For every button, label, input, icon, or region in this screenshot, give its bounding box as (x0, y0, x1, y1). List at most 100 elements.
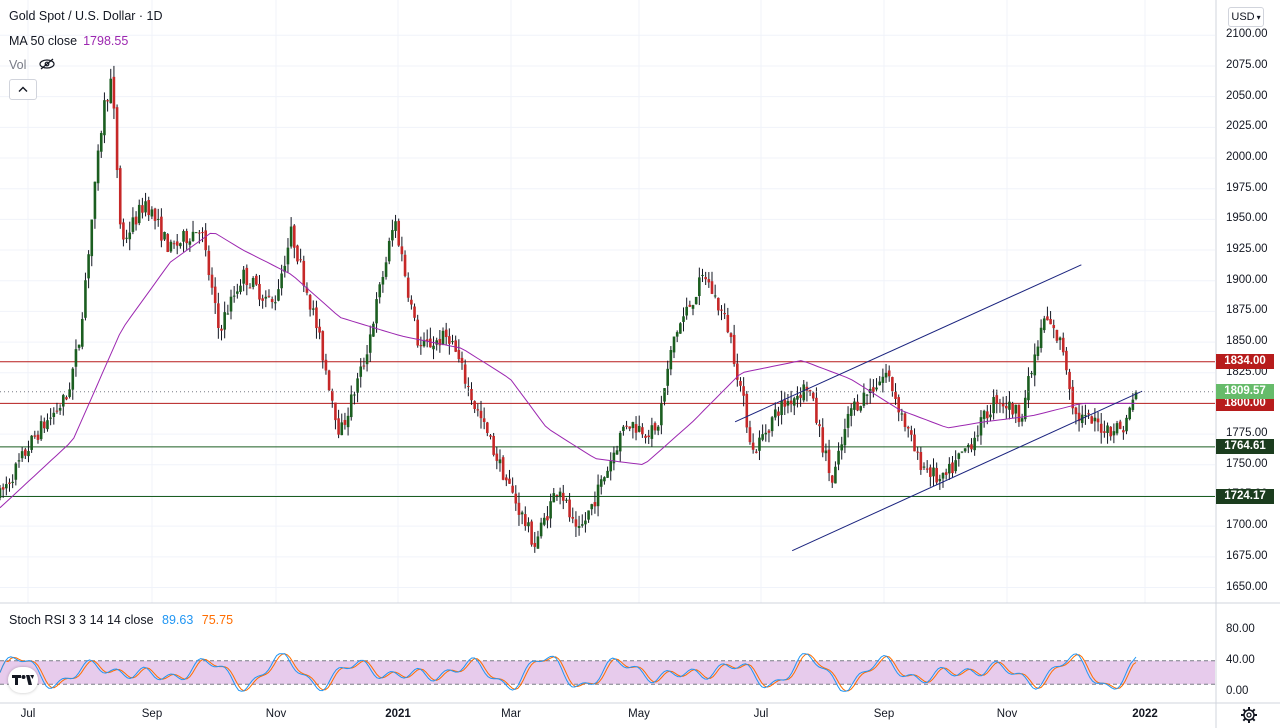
candle-body (539, 522, 543, 537)
candle (897, 394, 900, 422)
candle (299, 248, 302, 263)
candle-body (656, 426, 660, 431)
candle-body (644, 435, 647, 438)
candle-body (707, 279, 711, 283)
price-tick-label: 2100.00 (1226, 28, 1268, 41)
candle (261, 294, 264, 309)
candle (387, 237, 391, 265)
candle (508, 469, 511, 484)
candle-body (495, 453, 499, 461)
eye-hidden-icon[interactable] (38, 58, 56, 70)
symbol-title[interactable]: Gold Spot / U.S. Dollar · 1D (9, 9, 163, 23)
candle (33, 430, 37, 439)
candle (486, 421, 489, 437)
candle (213, 277, 217, 314)
vol-legend-label: Vol (9, 58, 27, 72)
candle-body (916, 451, 919, 453)
candle (663, 388, 666, 406)
stoch-legend[interactable]: Stoch RSI 3 3 14 14 close 89.63 75.75 (9, 613, 233, 627)
candle-body (425, 339, 429, 341)
candle (1128, 406, 1131, 421)
candle-body (372, 323, 375, 337)
candle-body (998, 402, 1002, 404)
candle (837, 442, 840, 471)
candle (384, 256, 388, 280)
candle (818, 419, 821, 438)
candle-body (198, 232, 201, 234)
candle (476, 403, 480, 417)
candle-body (618, 432, 622, 452)
candle-body (552, 493, 556, 503)
candle-body (1115, 423, 1119, 434)
candle (777, 406, 780, 427)
candle (742, 377, 745, 407)
candle-body (720, 309, 723, 311)
currency-selector[interactable]: USD ▾ (1228, 7, 1264, 27)
candle (786, 393, 790, 414)
collapse-legend-button[interactable] (9, 79, 37, 100)
candle (967, 443, 970, 454)
candle (207, 245, 211, 281)
candle (514, 485, 518, 511)
candle-body (527, 522, 530, 527)
price-grid (0, 0, 1215, 603)
candle-body (985, 411, 989, 419)
candle-body (944, 472, 948, 475)
candle (343, 412, 347, 430)
candle (463, 359, 467, 389)
candle (979, 410, 983, 445)
candle (296, 244, 299, 265)
candle (1033, 343, 1037, 387)
candle (340, 413, 344, 436)
candle (242, 265, 245, 292)
candle (160, 208, 163, 248)
candle-body (612, 452, 616, 464)
price-tick-label: 1650.00 (1226, 580, 1268, 593)
candle (175, 233, 179, 255)
candle-body (470, 388, 473, 401)
candle-body (1074, 407, 1078, 415)
candle-body (590, 504, 594, 510)
time-tick-label: Nov (996, 708, 1018, 720)
candle (435, 337, 438, 351)
candle-body (903, 413, 907, 427)
candle-body (248, 287, 252, 289)
candle (479, 400, 483, 429)
candle (754, 449, 758, 454)
candle-body (476, 409, 480, 411)
candle-body (571, 516, 575, 519)
candle (989, 404, 992, 422)
candle (289, 217, 293, 249)
candle-body (878, 381, 882, 386)
candle-body (1030, 373, 1033, 375)
candle-body (109, 78, 113, 104)
candle-body (824, 450, 828, 454)
vol-legend[interactable]: Vol (9, 58, 56, 72)
candle (264, 290, 268, 308)
candle (859, 405, 863, 413)
candle-body (387, 240, 391, 262)
candle (106, 98, 109, 112)
candle-body (1122, 430, 1125, 433)
candle (568, 493, 571, 522)
gear-icon[interactable] (1240, 706, 1258, 724)
ma-legend[interactable]: MA 50 close 1798.55 (9, 34, 128, 48)
tradingview-logo[interactable] (8, 667, 38, 693)
candle (61, 393, 65, 416)
candle-body (391, 230, 394, 241)
candle-body (751, 442, 755, 450)
candle (362, 357, 366, 370)
candle-body (84, 280, 87, 318)
candle (856, 394, 859, 412)
candle-body (1011, 403, 1014, 415)
candle-body (682, 316, 685, 322)
candle (14, 462, 18, 486)
currency-label: USD (1231, 11, 1255, 23)
candle (131, 207, 135, 235)
candle (274, 295, 277, 311)
candle (460, 351, 464, 370)
candle (134, 211, 138, 231)
candle (191, 220, 195, 242)
candle-body (587, 510, 590, 520)
